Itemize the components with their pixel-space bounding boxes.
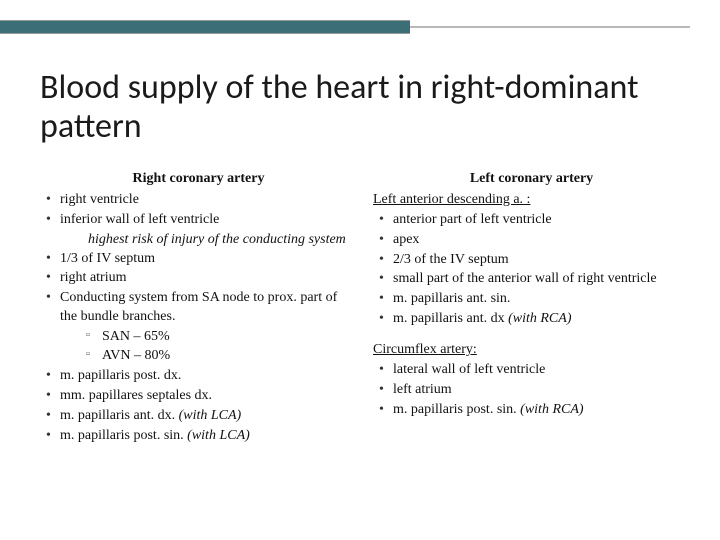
- list-item: right ventricle: [40, 191, 357, 210]
- list-item: 1/3 of IV septum: [40, 250, 357, 269]
- list-item: 2/3 of the IV septum: [373, 251, 690, 270]
- divider-line: [410, 26, 690, 28]
- list-item: right atrium: [40, 269, 357, 288]
- list-item-ital: (with RCA): [520, 402, 583, 417]
- list-item: inferior wall of left ventricle: [40, 211, 357, 230]
- list-item: m. papillaris post. sin. (with LCA): [40, 427, 357, 446]
- list-item: mm. papillares septales dx.: [40, 387, 357, 406]
- list-item: m. papillaris ant. dx. (with LCA): [40, 407, 357, 426]
- slide-title: Blood supply of the heart in right-domin…: [40, 68, 680, 146]
- cx-heading: Circumflex artery:: [373, 341, 690, 360]
- accent-bar: [0, 20, 410, 34]
- list-item: anterior part of left ventricle: [373, 211, 690, 230]
- list-item: Conducting system from SA node to prox. …: [40, 289, 357, 366]
- right-column: Left coronary artery Left anterior desce…: [373, 170, 690, 520]
- list-item-text: m. papillaris post. sin.: [393, 402, 520, 417]
- lad-heading: Left anterior descending a. :: [373, 191, 690, 210]
- list-item: m. papillaris post. dx.: [40, 367, 357, 386]
- list-item-ital: (with LCA): [187, 428, 250, 443]
- list-item-ital: (with LCA): [179, 408, 242, 423]
- lca-heading: Left coronary artery: [373, 170, 690, 189]
- rca-list: right ventricle inferior wall of left ve…: [40, 191, 357, 230]
- content-area: Right coronary artery right ventricle in…: [40, 170, 690, 520]
- cx-list: lateral wall of left ventricle left atri…: [373, 361, 690, 420]
- sub-item: SAN – 65%: [84, 328, 357, 347]
- sub-item: AVN – 80%: [84, 347, 357, 366]
- rca-heading: Right coronary artery: [40, 170, 357, 189]
- list-item: left atrium: [373, 381, 690, 400]
- list-item: apex: [373, 231, 690, 250]
- list-item: m. papillaris ant. sin.: [373, 290, 690, 309]
- list-item-text: Conducting system from SA node to prox. …: [60, 290, 337, 324]
- list-item: lateral wall of left ventricle: [373, 361, 690, 380]
- list-item-ital: (with RCA): [508, 311, 571, 326]
- list-item: m. papillaris ant. dx (with RCA): [373, 310, 690, 329]
- list-item-text: m. papillaris ant. dx: [393, 311, 508, 326]
- rca-list-cont: 1/3 of IV septum right atrium Conducting…: [40, 250, 357, 446]
- list-item-text: m. papillaris ant. dx.: [60, 408, 179, 423]
- left-column: Right coronary artery right ventricle in…: [40, 170, 357, 520]
- list-item: small part of the anterior wall of right…: [373, 270, 690, 289]
- list-item-text: m. papillaris post. sin.: [60, 428, 187, 443]
- lad-list: anterior part of left ventricle apex 2/3…: [373, 211, 690, 329]
- rca-sublist: SAN – 65% AVN – 80%: [60, 328, 357, 366]
- list-item: m. papillaris post. sin. (with RCA): [373, 401, 690, 420]
- rca-note: highest risk of injury of the conducting…: [40, 231, 357, 250]
